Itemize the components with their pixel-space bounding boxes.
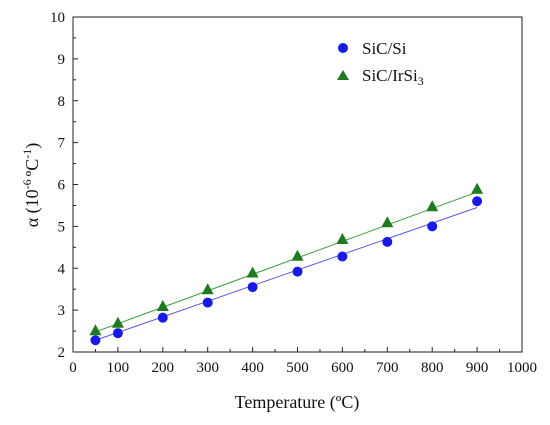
legend-label-sic-si: SiC/Si [362,39,407,58]
data-point-triangle [381,216,394,228]
x-tick-label: 500 [286,360,309,376]
x-tick-label: 1000 [507,360,537,376]
fit-line [95,191,478,333]
legend-marker-sic-irsi3 [337,70,349,80]
y-tick-label: 3 [58,303,66,319]
data-point-circle [472,196,483,207]
fit-lines [95,191,478,341]
data-point-circle [202,297,213,308]
y-tick-label: 2 [58,345,66,361]
plot-frame [72,16,523,353]
y-axis-title-unit: ºC [22,159,42,177]
x-tick-label: 300 [196,360,219,376]
data-point-circle [112,328,123,339]
x-tick-label: 400 [241,360,264,376]
data-point-triangle [291,249,304,261]
y-axis-ticks: 2 3 4 5 6 7 8 9 10 [50,10,78,361]
data-point-triangle [246,266,259,278]
y-axis-title: α (10-6 ºC-1) [20,143,43,228]
x-tick-label: 700 [376,360,399,376]
x-tick-label: 100 [107,360,130,376]
data-point-circle [427,221,438,232]
x-tick-label: 800 [421,360,444,376]
data-points [89,182,484,346]
y-axis-title-close: ) [22,143,43,149]
y-axis-title-unit-exponent: -1 [20,149,34,159]
legend-label-sic-irsi3: SiC/IrSi3 [362,66,424,88]
data-point-triangle [111,316,124,328]
y-tick-label: 4 [58,261,66,277]
y-tick-label: 9 [58,52,66,68]
y-tick-label: 7 [58,136,66,152]
fit-line [95,207,478,341]
x-tick-label: 600 [331,360,354,376]
data-point-circle [157,312,168,323]
data-point-triangle [156,299,169,311]
y-tick-label: 8 [58,94,66,110]
y-axis-title-exponent: -6 [20,176,34,189]
data-point-circle [247,282,258,293]
legend-marker-sic-si [338,43,348,53]
x-tick-label: 900 [466,360,489,376]
x-axis-title: Temperature (ºC) [235,392,360,413]
data-point-triangle [336,232,349,244]
y-tick-label: 5 [58,219,66,235]
legend: SiC/Si SiC/IrSi3 [337,39,424,88]
data-point-circle [382,236,393,247]
data-point-triangle [89,324,102,336]
legend-label-sic-irsi3-sub: 3 [418,74,424,88]
data-point-circle [292,266,303,277]
data-point-triangle [426,200,439,212]
data-point-triangle [471,182,484,194]
y-tick-label: 6 [58,178,66,194]
data-point-circle [90,335,101,346]
data-point-triangle [201,283,214,295]
data-point-circle [337,251,348,262]
x-axis-ticks: 0 100 200 300 400 500 600 700 800 900 1000 [69,347,537,376]
x-tick-label: 0 [69,360,77,376]
y-axis-title-base: α (10 [22,189,43,227]
y-tick-label: 10 [50,10,65,26]
legend-label-sic-irsi3-base: SiC/IrSi [362,66,418,85]
x-tick-label: 200 [152,360,175,376]
